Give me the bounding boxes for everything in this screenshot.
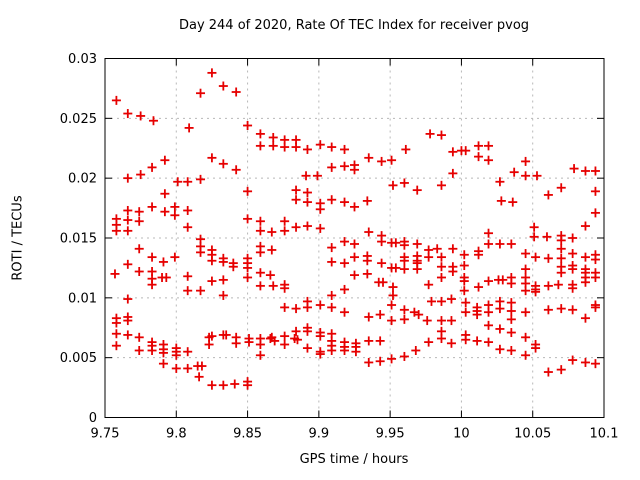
y-tick-label: 0.025 <box>60 112 97 127</box>
chart-title: Day 244 of 2020, Rate Of TEC Index for r… <box>178 18 530 33</box>
y-tick-label: 0 <box>89 411 97 426</box>
data-points <box>110 68 600 390</box>
y-tick-label: 0.03 <box>68 52 97 67</box>
x-tick-label: 10.05 <box>514 427 551 442</box>
x-tick-label: 9.95 <box>376 427 405 442</box>
plot-border <box>104 58 605 418</box>
y-tick-label: 0.01 <box>68 291 97 306</box>
y-tick-label: 0.02 <box>68 172 97 187</box>
x-tick-label: 10 <box>453 427 470 442</box>
y-tick-label: 0.015 <box>60 232 97 247</box>
x-tick-label: 9.85 <box>233 427 262 442</box>
x-tick-label: 10.1 <box>590 427 619 442</box>
x-axis-label: GPS time / hours <box>299 452 409 467</box>
x-tick-label: 9.75 <box>91 427 120 442</box>
y-tick-label: 0.005 <box>60 351 97 366</box>
x-tick-label: 9.9 <box>309 427 330 442</box>
y-axis-label: ROTI / TECUs <box>10 195 26 281</box>
x-tick-label: 9.8 <box>166 427 187 442</box>
